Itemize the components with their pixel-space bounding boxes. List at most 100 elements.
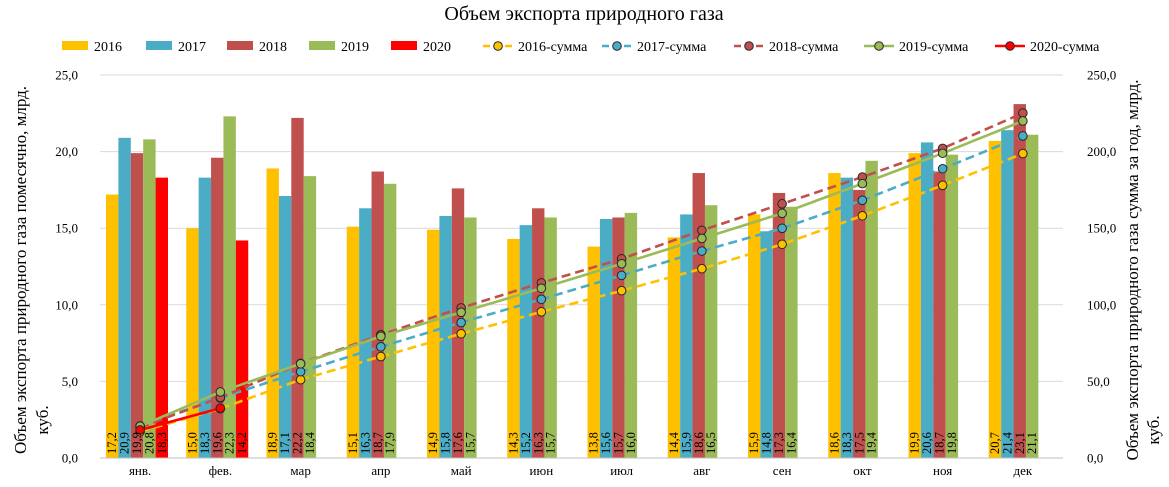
point-2019-сумма-апр — [376, 331, 386, 342]
bar-2016-авг — [667, 237, 681, 458]
bar-value-label: 15,6 — [599, 432, 613, 454]
x-tick-label: янв. — [129, 463, 151, 478]
bar-2017-июл — [599, 219, 613, 458]
bar-value-label: 21,4 — [1000, 431, 1014, 454]
point-2020-сумма-янв. — [135, 425, 145, 435]
line-2017-сумма — [139, 134, 1024, 428]
line-2020-сумма — [139, 406, 221, 432]
legend-swatch-2018 — [227, 41, 253, 50]
legend-label: 2020 — [423, 40, 451, 55]
point-2017-сумма-апр — [376, 341, 386, 352]
bar-2016-мар — [266, 168, 279, 458]
legend-label: 2020-сумма — [1030, 40, 1100, 55]
y-right-tick-label: 150,0 — [1087, 221, 1116, 236]
bar-data-labels: 17,2 15,0 18,9 15,1 14,9 14,3 13,8 14,4 15,9 18,6… — [105, 431, 1039, 454]
bar-value-label: 18,3 — [840, 432, 854, 454]
bar-2017-янв. — [118, 137, 131, 458]
bar-value-label: 21,1 — [1025, 432, 1039, 454]
x-tick-label: мар — [290, 463, 310, 478]
bar-2019-мар — [303, 176, 317, 458]
point-2018-сумма-сен — [777, 199, 787, 209]
legend-label: 2018-сумма — [769, 40, 839, 55]
bar-2016-май — [427, 229, 440, 458]
bar-2019-сен — [785, 206, 798, 458]
bar-value-label: 16,3 — [531, 432, 545, 454]
legend-label: 2019-сумма — [899, 40, 969, 55]
y-axis-left-title: Объем экспорта природного газа помесячно… — [11, 86, 52, 454]
bar-value-label: 16,5 — [704, 432, 718, 454]
legend-label: 2019 — [341, 40, 369, 55]
legend-label: 2017 — [178, 40, 206, 55]
bar-value-label: 16,3 — [358, 432, 372, 454]
point-2018-сумма-авг — [697, 225, 707, 236]
y-right-tick-label: 200,0 — [1087, 144, 1116, 159]
bar-2018-мар — [291, 117, 304, 459]
x-tick-label: апр — [371, 463, 390, 478]
point-2019-сумма-мар — [295, 358, 306, 369]
y-left-tick-label: 20,0 — [55, 144, 78, 159]
bar-value-label: 18,4 — [303, 431, 317, 454]
legend-swatch-2019 — [309, 41, 335, 50]
bar-2017-окт — [840, 177, 854, 459]
bar-value-label: 15,1 — [346, 432, 360, 454]
bar-value-label: 15,0 — [185, 432, 199, 454]
point-2017-сумма-авг — [697, 246, 707, 256]
bar-value-label: 18,7 — [933, 432, 947, 454]
y-left-tick-label: 15,0 — [55, 221, 78, 236]
point-2017-сумма-мар — [295, 366, 306, 377]
point-2019-сумма-сен — [777, 208, 787, 219]
bar-2018-июл — [612, 217, 625, 458]
legend-label: 2016-сумма — [518, 40, 588, 55]
bar-2016-дек — [988, 140, 1002, 458]
x-tick-label: май — [451, 463, 472, 478]
bar-value-label: 15,8 — [439, 432, 453, 454]
legend-marker-2016-сумма — [493, 41, 503, 51]
legend-marker-2020-сумма — [1005, 41, 1015, 51]
bar-value-label: 20,8 — [142, 432, 156, 454]
bar-value-label: 14,4 — [667, 431, 681, 454]
bar-2018-окт — [853, 189, 866, 458]
bar-2016-июл — [587, 246, 600, 458]
y-right-tick-label: 100,0 — [1087, 297, 1116, 312]
cumulative-lines — [135, 108, 1028, 437]
bar-value-label: 19,8 — [945, 432, 959, 454]
legend-swatch-2017 — [146, 41, 172, 50]
point-2019-сумма-дек — [1018, 116, 1028, 126]
point-2016-сумма-окт — [857, 210, 868, 221]
bar-2018-июн — [532, 208, 545, 458]
bar-2017-сен — [760, 231, 773, 458]
bar-2016-окт — [828, 173, 841, 458]
point-2017-сумма-июл — [616, 270, 627, 281]
bar-2019-ноя — [945, 154, 959, 458]
bar-value-label: 13,8 — [587, 432, 601, 454]
x-tick-label: окт — [853, 463, 872, 478]
y-left-tick-label: 25,0 — [55, 68, 78, 83]
bar-2018-авг — [692, 173, 705, 458]
point-2019-сумма-май — [456, 307, 466, 318]
bar-value-label: 19,9 — [908, 432, 922, 454]
legend: 2016 2017 2018 2019 2020 2016-сумма 2017-сумма… — [62, 40, 1100, 55]
bar-2016-сен — [748, 214, 761, 458]
bar-2019-авг — [704, 205, 718, 458]
x-tick-label: дек — [1014, 463, 1033, 478]
bar-2018-сен — [772, 192, 786, 459]
y-right-tick-label: 250,0 — [1087, 68, 1116, 83]
bar-value-label: 18,9 — [266, 432, 280, 454]
bar-value-label: 15,2 — [519, 432, 533, 454]
x-tick-label: авг — [693, 463, 710, 478]
bar-2020-янв. — [155, 177, 168, 459]
bar-value-label: 17,6 — [451, 432, 465, 454]
point-2019-сумма-июл — [616, 258, 627, 269]
bar-2019-июн — [544, 217, 557, 458]
legend-swatch-2016 — [62, 41, 88, 50]
bar-value-label: 22,3 — [223, 432, 237, 454]
bar-value-label: 20,7 — [988, 432, 1002, 454]
bar-value-label: 14,9 — [426, 432, 440, 454]
bar-value-label: 17,9 — [383, 432, 397, 454]
point-2017-сумма-май — [456, 317, 466, 328]
point-2016-сумма-апр — [376, 351, 386, 362]
bar-value-label: 15,9 — [679, 432, 693, 454]
bar-2019-апр — [383, 183, 397, 458]
y-right-tick-label: 0,0 — [1087, 451, 1103, 466]
bar-value-label: 15,7 — [463, 432, 477, 454]
